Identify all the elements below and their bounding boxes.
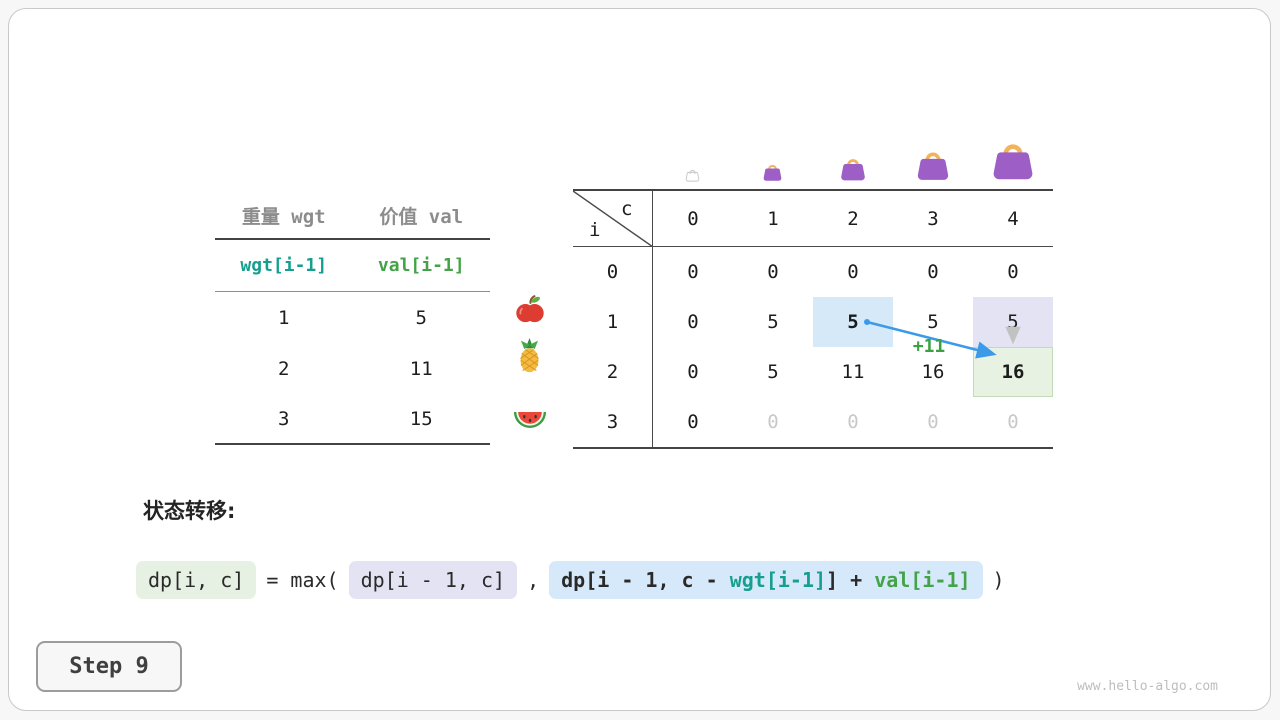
bag-capacity-2-icon <box>839 154 867 186</box>
formula-comma: , <box>527 568 540 592</box>
dp-row-header: 1 <box>573 297 653 347</box>
bag-capacity-0-icon <box>685 167 700 186</box>
dp-col-header: 4 <box>973 191 1053 247</box>
formula-lhs-chip: dp[i, c] <box>136 561 257 599</box>
plus-value-annotation: +11 <box>912 336 946 357</box>
apple-icon <box>514 294 546 330</box>
watermark: www.hello-algo.com <box>1077 679 1218 694</box>
formula-close-paren: ) <box>992 568 1005 592</box>
dp-cell-pending: 0 <box>1007 411 1019 433</box>
dp-cell: 16 <box>921 361 945 383</box>
formula-option2-chip: dp[i - 1, c - wgt[i-1]] + val[i-1] <box>549 561 983 599</box>
formula-option2-mid: ] + <box>826 568 875 592</box>
dp-cell: 11 <box>841 361 865 383</box>
step-badge: Step 9 <box>36 641 182 692</box>
transition-label: 状态转移: <box>143 499 236 523</box>
dp-row-header: 3 <box>573 397 653 447</box>
dp-cell: 0 <box>767 261 779 283</box>
item-2-value: 11 <box>409 357 433 380</box>
dp-cell: 0 <box>1007 261 1019 283</box>
item-3-weight: 3 <box>278 407 290 430</box>
item-1-weight: 1 <box>278 306 290 329</box>
wgt-formula-label: wgt[i-1] <box>240 255 328 276</box>
dp-cell: 0 <box>687 261 699 283</box>
watermelon-icon <box>513 409 547 434</box>
item-1-value: 5 <box>415 306 427 329</box>
col-var-label: c <box>621 198 633 220</box>
dp-row-header: 0 <box>573 247 653 297</box>
dp-table: c i 0 1 2 3 4 0 0 0 0 0 0 1 0 5 5 5 5 2 … <box>573 189 1053 449</box>
dp-cell: 5 <box>767 311 779 333</box>
dp-cell-pending: 0 <box>927 411 939 433</box>
dp-col-header: 1 <box>733 191 813 247</box>
dp-col-header: 2 <box>813 191 893 247</box>
items-table: 重量 wgt 价值 val wgt[i-1] val[i-1] 1 5 2 11… <box>215 192 490 445</box>
dp-cell-result-green: 16 <box>973 347 1053 397</box>
dp-cell: 0 <box>847 261 859 283</box>
bag-capacity-1-icon <box>762 161 783 186</box>
pineapple-icon <box>514 338 545 378</box>
dp-cell: 0 <box>927 261 939 283</box>
formula-option1-chip: dp[i - 1, c] <box>348 561 518 599</box>
formula-eq-max: = max( <box>266 568 339 592</box>
transition-formula: dp[i, c] = max( dp[i - 1, c] , dp[i - 1,… <box>136 559 1005 601</box>
val-formula-label: val[i-1] <box>377 255 465 276</box>
bag-capacity-3-icon <box>915 146 951 186</box>
dp-cell-source-lavender: 5 <box>973 297 1053 347</box>
dp-cell: 0 <box>687 311 699 333</box>
dp-row-header: 2 <box>573 347 653 397</box>
dp-cell: 5 <box>767 361 779 383</box>
value-column-header: 价值 val <box>379 205 464 228</box>
item-2-weight: 2 <box>278 357 290 380</box>
items-table-formula-row: wgt[i-1] val[i-1] <box>215 240 490 292</box>
dp-cell-source-blue: 5 <box>813 297 893 347</box>
dp-cell-pending: 0 <box>847 411 859 433</box>
items-table-header: 重量 wgt 价值 val <box>215 192 490 240</box>
dp-cell: 0 <box>687 361 699 383</box>
dp-col-header: 3 <box>893 191 973 247</box>
item-row-3: 3 15 <box>215 394 490 445</box>
bag-capacity-4-icon <box>990 136 1036 186</box>
weight-column-header: 重量 wgt <box>241 205 326 228</box>
row-var-label: i <box>589 219 601 241</box>
item-3-value: 15 <box>409 407 433 430</box>
formula-option2-wgt: wgt[i-1] <box>729 568 827 592</box>
formula-option2-val: val[i-1] <box>874 568 971 592</box>
dp-cell-pending: 0 <box>767 411 779 433</box>
dp-col-header: 0 <box>653 191 733 247</box>
corner-diagonal-line <box>573 191 653 247</box>
formula-option2-prefix: dp[i - 1, c - <box>561 568 730 592</box>
item-row-2: 2 11 <box>215 343 490 394</box>
item-row-1: 1 5 <box>215 292 490 343</box>
dp-cell: 0 <box>687 411 699 433</box>
dp-corner-cell: c i <box>573 191 653 247</box>
